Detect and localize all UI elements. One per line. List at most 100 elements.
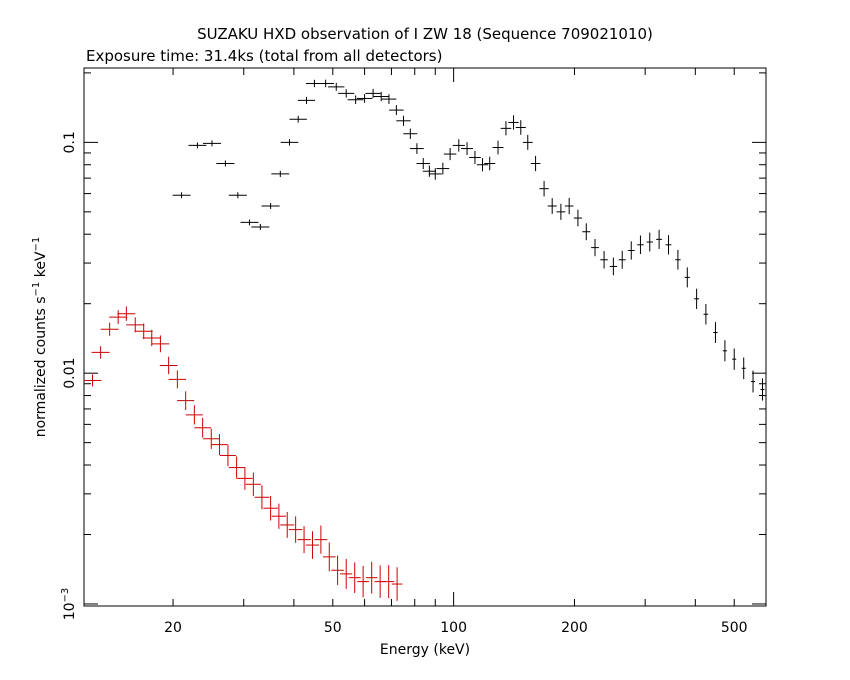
data-point — [83, 374, 102, 387]
chart-subtitle: Exposure time: 31.4ks (total from all de… — [86, 47, 442, 65]
series-black-points — [172, 79, 765, 401]
data-point — [547, 198, 557, 214]
data-point — [356, 94, 373, 103]
data-point — [443, 147, 457, 161]
data-point — [280, 512, 295, 538]
data-point — [389, 105, 404, 116]
data-point — [263, 495, 278, 521]
data-point — [403, 128, 418, 139]
data-point — [522, 134, 533, 150]
data-point — [618, 250, 626, 269]
data-point — [665, 235, 672, 255]
data-point — [656, 229, 663, 249]
data-point — [288, 516, 303, 543]
y-tick-label: 10−3 — [60, 588, 78, 621]
data-point — [410, 143, 424, 154]
plot-frame — [83, 67, 767, 607]
data-point — [168, 370, 187, 389]
data-point — [338, 89, 355, 98]
data-point — [317, 79, 334, 88]
chart-title: SUZAKU HXD observation of I ZW 18 (Seque… — [197, 25, 653, 43]
data-point — [254, 485, 270, 510]
data-point — [732, 348, 737, 370]
y-axis-ticks — [84, 72, 766, 605]
data-point — [297, 96, 316, 104]
x-tick-label: 100 — [440, 620, 467, 636]
x-axis-tick-labels: 20 50 100 200 500 — [164, 620, 747, 636]
data-point — [591, 239, 599, 257]
x-tick-label: 20 — [164, 620, 182, 636]
data-point — [539, 180, 549, 197]
y-axis-label: normalized counts s−1 keV−1 — [31, 237, 49, 438]
data-point — [675, 249, 681, 270]
data-point — [381, 94, 397, 104]
data-point — [627, 241, 635, 260]
data-point — [365, 88, 381, 98]
data-point — [271, 170, 290, 178]
data-point — [228, 192, 247, 199]
data-point — [751, 370, 756, 393]
data-point — [422, 165, 436, 177]
data-point — [694, 288, 700, 309]
data-point — [348, 562, 361, 593]
data-point — [396, 115, 411, 126]
data-point — [357, 566, 369, 598]
y-tick-label: 0.01 — [62, 358, 78, 389]
data-point — [340, 558, 353, 589]
y-axis-tick-labels: 0.1 0.01 10−3 — [60, 131, 78, 620]
data-point — [261, 203, 280, 210]
data-point — [722, 340, 727, 362]
data-point — [305, 531, 320, 559]
x-tick-label: 50 — [324, 620, 342, 636]
data-point — [500, 121, 512, 136]
data-point — [172, 192, 191, 199]
data-point — [91, 346, 110, 359]
data-point — [556, 203, 566, 220]
y-axis-label-exp2: −1 — [31, 237, 42, 252]
data-point — [508, 115, 519, 130]
data-point — [713, 322, 718, 343]
data-point — [646, 232, 653, 252]
data-point — [331, 555, 344, 585]
data-point — [289, 115, 307, 123]
data-point — [741, 357, 746, 380]
data-point — [564, 197, 574, 215]
y-tick-label: 0.1 — [62, 131, 78, 153]
data-point — [452, 139, 465, 152]
data-point — [159, 356, 178, 375]
data-point — [151, 335, 170, 353]
data-point — [109, 310, 128, 324]
x-tick-label: 200 — [561, 620, 588, 636]
data-point — [280, 139, 299, 146]
data-point — [609, 257, 618, 276]
data-point — [211, 434, 228, 456]
data-point — [416, 157, 430, 169]
data-point — [347, 95, 364, 104]
data-point — [216, 160, 235, 167]
data-point — [202, 140, 221, 147]
data-point — [126, 317, 145, 333]
data-point — [185, 405, 203, 425]
data-point — [245, 472, 261, 497]
x-axis-ticks — [172, 68, 767, 606]
data-point — [117, 306, 136, 321]
data-point — [476, 158, 489, 172]
data-point — [203, 428, 220, 449]
data-point — [194, 417, 211, 438]
y-axis-label-main: normalized counts s — [33, 296, 49, 437]
data-point — [237, 467, 253, 490]
x-tick-label: 500 — [721, 620, 748, 636]
data-point — [530, 155, 541, 172]
series-red-points — [83, 306, 403, 601]
data-point — [383, 565, 395, 599]
data-point — [436, 162, 450, 175]
data-point — [365, 561, 378, 594]
data-point — [703, 303, 709, 325]
data-point — [373, 91, 389, 102]
data-point — [469, 151, 481, 164]
y-axis-label-exp1: −1 — [31, 282, 42, 297]
data-point — [100, 322, 119, 336]
data-point — [228, 456, 245, 479]
x-axis-label: Energy (keV) — [380, 642, 470, 658]
